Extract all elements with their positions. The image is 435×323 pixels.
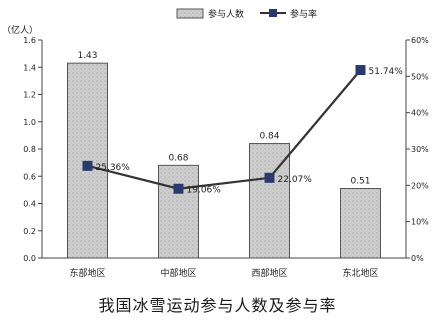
y-axis-right-tick-label: 60% — [411, 36, 429, 45]
y-axis-right-tick-label: 40% — [411, 109, 429, 118]
bar-value-label: 1.43 — [77, 51, 97, 61]
y-axis-left-tick-label: 0.4 — [23, 200, 36, 209]
legend: 参与人数 参与率 — [176, 8, 317, 20]
y-axis-left-title: （亿人） — [2, 24, 38, 36]
bar-value-label: 0.51 — [350, 177, 370, 187]
y-axis-right-tick-label: 30% — [411, 145, 429, 154]
y-axis-left-tick-label: 1.0 — [23, 118, 36, 127]
y-axis-right-tick-label: 0% — [411, 254, 424, 263]
y-axis-left-tick-label: 0.6 — [23, 172, 36, 181]
chart-title: 我国冰雪运动参与人数及参与率 — [98, 296, 337, 315]
y-axis-right-ticks: 0% 10% 20% 30% 40% 50% 60% — [406, 36, 429, 263]
bar-value-label: 0.84 — [259, 132, 279, 142]
line-point — [264, 172, 275, 183]
y-axis-right-tick-label: 10% — [411, 218, 429, 227]
y-axis-left-tick-label: 1.2 — [23, 91, 36, 100]
line-point — [355, 65, 366, 76]
y-axis-left-tick-label: 0.2 — [23, 227, 36, 236]
y-axis-left-ticks: 0.0 0.2 0.4 0.6 0.8 1.0 1.2 1.4 1.6 — [23, 36, 42, 263]
line-value-label: 22.07% — [278, 175, 313, 185]
line-point — [173, 183, 184, 194]
x-axis-tick-label: 中部地区 — [160, 267, 196, 279]
line-series: 25.36% 19.06% 22.07% 51.74% — [82, 65, 404, 196]
bar — [340, 188, 381, 259]
x-axis-tick-labels: 东部地区 中部地区 西部地区 东北地区 — [69, 267, 378, 279]
bar-series — [67, 62, 381, 259]
y-axis-right-tick-label: 20% — [411, 181, 429, 190]
legend-bar-swatch — [176, 8, 204, 19]
bar — [67, 62, 108, 259]
bar-value-labels: 1.43 0.68 0.84 0.51 — [77, 51, 370, 186]
x-axis-tick-label: 东部地区 — [69, 267, 105, 279]
y-axis-right-tick-label: 50% — [411, 72, 429, 81]
y-axis-left-tick-label: 1.6 — [23, 36, 36, 45]
line-point — [82, 160, 93, 171]
y-axis-left-tick-label: 0.0 — [23, 254, 36, 263]
line-path — [87, 69, 362, 190]
bar — [249, 143, 290, 259]
line-value-label: 51.74% — [369, 67, 404, 77]
legend-bar-label: 参与人数 — [208, 8, 244, 20]
y-axis-left-tick-label: 0.8 — [23, 145, 36, 154]
x-axis-tick-label: 西部地区 — [251, 267, 287, 279]
line-value-label: 19.06% — [187, 186, 222, 196]
legend-line-marker — [269, 9, 277, 17]
bar-value-label: 0.68 — [168, 153, 188, 163]
line-value-label: 25.36% — [96, 163, 131, 173]
legend-line-label: 参与率 — [290, 8, 317, 20]
x-axis-tick-label: 东北地区 — [342, 267, 378, 279]
bar — [158, 164, 199, 259]
y-axis-left-tick-label: 1.4 — [23, 63, 36, 72]
